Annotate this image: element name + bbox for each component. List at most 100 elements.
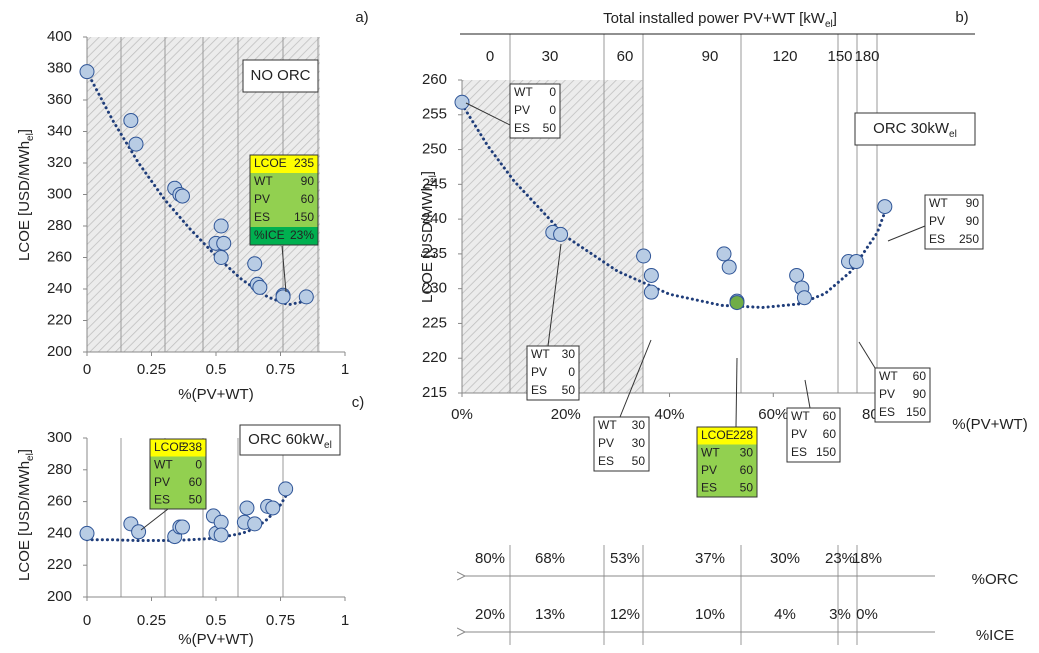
callout-key: ES (929, 232, 945, 246)
callout-key: WT (701, 445, 720, 459)
y-tick-label: 280 (47, 217, 72, 234)
callout-row (527, 382, 579, 400)
y-axis-label: LCOE [USD/MWhel] (16, 449, 36, 581)
row-value: 13% (535, 606, 565, 623)
data-point (79, 525, 95, 541)
top-axis-title-part: Total installed power PV+WT [kW (603, 10, 826, 27)
callout-value: 30 (632, 418, 646, 432)
x-tick-label: 0% (451, 406, 473, 423)
row-value: 68% (535, 550, 565, 567)
callout-key: PV (701, 463, 717, 477)
row-value: 10% (695, 606, 725, 623)
y-axis-label-part: ] (419, 171, 436, 175)
data-point (848, 254, 864, 270)
top-axis-title-part: el (825, 19, 833, 30)
data-point (123, 112, 139, 128)
top-axis-label: 180 (854, 48, 879, 65)
x-tick-label: 1 (341, 612, 349, 629)
y-tick-label: 230 (422, 280, 447, 297)
row-value: 0% (856, 606, 878, 623)
data-point (213, 218, 229, 234)
callout-value: 60 (301, 192, 315, 206)
y-tick-label: 240 (422, 210, 447, 227)
callout-border (249, 154, 319, 246)
callout-border (874, 367, 931, 423)
y-tick-label: 245 (422, 175, 447, 192)
callout-key: ES (701, 480, 717, 494)
top-axis-title: Total installed power PV+WT [kWel] (603, 10, 837, 30)
callout-value: 60 (823, 427, 837, 441)
callout-value: 50 (740, 480, 754, 494)
callout-value: 238 (182, 440, 202, 454)
y-axis-label-part: el (25, 133, 36, 141)
callout-value: 90 (301, 174, 315, 188)
callout-key: PV (879, 387, 895, 401)
callout-key: PV (154, 475, 170, 489)
leader-line (547, 243, 562, 347)
data-point (636, 248, 652, 264)
data-point (877, 199, 893, 215)
y-axis-label-part: el (25, 453, 36, 461)
y-axis-label-part: ] (16, 129, 33, 133)
callout-key: ES (791, 445, 807, 459)
callout-row (787, 426, 840, 444)
callout-row (925, 231, 983, 249)
y-tick-label: 280 (47, 461, 72, 478)
chart-title-part: el (949, 129, 957, 140)
callout-key: %ICE (254, 228, 285, 242)
callout-key: WT (154, 457, 173, 471)
callout-row (510, 120, 560, 138)
leader-line (735, 357, 738, 428)
callout-value: 90 (966, 196, 980, 210)
y-axis-label-part: LCOE [USD/MWh (16, 141, 33, 261)
title-box (242, 59, 319, 93)
callout-row (510, 84, 560, 102)
callout-key: PV (791, 427, 807, 441)
leader-line (465, 102, 511, 126)
callout-key: WT (879, 369, 898, 383)
panel-label: a) (355, 9, 368, 26)
x-tick-label: 0 (83, 361, 91, 378)
y-tick-label: 220 (47, 556, 72, 573)
callout-key: PV (514, 103, 530, 117)
top-axis-label: 30 (542, 48, 559, 65)
callout-key: ES (879, 405, 895, 419)
row-value: 37% (695, 550, 725, 567)
y-tick-label: 220 (47, 311, 72, 328)
x-tick-label: 1 (341, 361, 349, 378)
y-tick-label: 320 (47, 154, 72, 171)
callout-key: WT (598, 418, 617, 432)
y-tick-label: 300 (47, 429, 72, 446)
data-point (265, 500, 281, 516)
callout-value: 150 (816, 445, 836, 459)
panel-label: c) (352, 394, 365, 411)
top-axis-label: 60 (617, 48, 634, 65)
x-tick-label: 0 (83, 612, 91, 629)
leader-line (281, 245, 287, 293)
leader-line (804, 379, 811, 409)
callout-row (250, 191, 318, 209)
callout-border (696, 426, 758, 498)
x-tick-label: 0.25 (137, 361, 166, 378)
row-value: 3% (829, 606, 851, 623)
y-tick-label: 400 (47, 28, 72, 45)
callout-value: 60 (189, 475, 203, 489)
data-point (128, 136, 144, 152)
callout-row (594, 453, 649, 471)
y-tick-label: 215 (422, 384, 447, 401)
x-tick-label: 60% (758, 406, 788, 423)
callout-key: WT (791, 409, 810, 423)
callout-row (697, 444, 757, 462)
leader-line (140, 508, 169, 531)
callout-key: LCOE (254, 156, 287, 170)
row-value: 53% (610, 550, 640, 567)
y-tick-label: 250 (422, 141, 447, 158)
y-axis-label-part: LCOE [USD/MWh (419, 183, 436, 303)
callout-row (875, 404, 930, 422)
data-point (796, 290, 812, 306)
y-tick-label: 240 (47, 524, 72, 541)
callout-row (594, 435, 649, 453)
x-tick-label: 20% (551, 406, 581, 423)
x-axis-label: %(PV+WT) (178, 386, 253, 403)
